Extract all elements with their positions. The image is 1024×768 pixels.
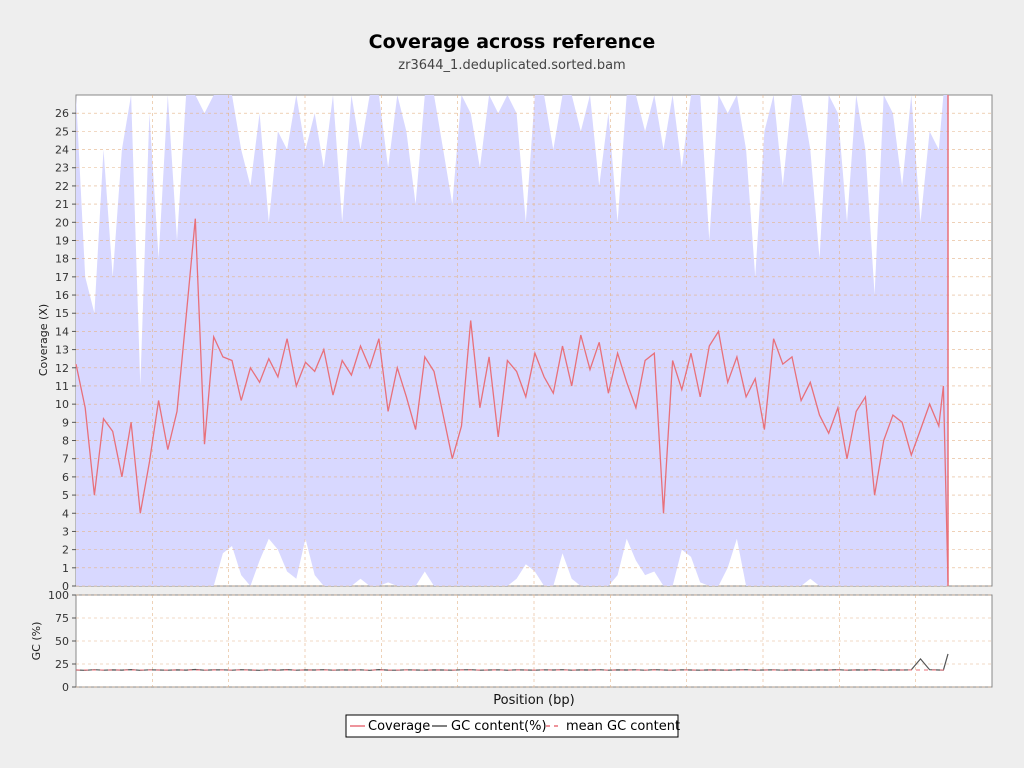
coverage-y-tick-label: 8 <box>62 435 69 448</box>
coverage-y-tick-label: 23 <box>55 162 69 175</box>
coverage-y-tick-label: 19 <box>55 234 69 247</box>
coverage-line-group <box>75 95 949 586</box>
coverage-y-tick-label: 10 <box>55 398 69 411</box>
legend-coverage-label: Coverage <box>368 719 430 734</box>
coverage-y-tick-label: 14 <box>55 325 69 338</box>
coverage-y-tick-label: 7 <box>62 453 69 466</box>
coverage-y-tick-label: 4 <box>62 507 69 520</box>
coverage-y-tick-label: 0 <box>62 580 69 593</box>
coverage-y-tick-label: 20 <box>55 216 69 229</box>
coverage-y-tick-label: 11 <box>55 380 69 393</box>
gc-y-ticks: 0 25 50 75 100 <box>48 589 76 694</box>
coverage-y-tick-label: 17 <box>55 271 69 284</box>
coverage-y-tick-label: 9 <box>62 416 69 429</box>
coverage-y-tick-label: 16 <box>55 289 69 302</box>
coverage-y-tick-label: 24 <box>55 144 69 157</box>
coverage-grid <box>76 95 992 587</box>
gc-grid <box>76 594 992 688</box>
legend: Coverage GC content(%) mean GC content <box>345 714 680 738</box>
coverage-y-tick-label: 3 <box>62 525 69 538</box>
coverage-y-tick-label: 2 <box>62 544 69 557</box>
x-axis-label: Position (bp) <box>493 693 574 708</box>
coverage-y-tick-label: 22 <box>55 180 69 193</box>
gc-y-tick-label: 50 <box>55 635 69 648</box>
gc-y-tick-label: 0 <box>62 681 69 694</box>
coverage-band-group <box>76 95 948 586</box>
chart-title: Coverage across reference <box>369 31 656 53</box>
gc-y-tick-label: 25 <box>55 658 69 671</box>
coverage-y-tick-label: 12 <box>55 362 69 375</box>
coverage-y-tick-label: 21 <box>55 198 69 211</box>
chart-subtitle: zr3644_1.deduplicated.sorted.bam <box>398 58 625 73</box>
legend-gc-label: GC content(%) <box>451 719 547 734</box>
coverage-y-tick-label: 6 <box>62 471 69 484</box>
coverage-y-tick-label: 18 <box>55 253 69 266</box>
gc-y-tick-label: 100 <box>48 589 69 602</box>
coverage-y-tick-label: 15 <box>55 307 69 320</box>
coverage-y-tick-label: 25 <box>55 125 69 138</box>
coverage-y-tick-label: 1 <box>62 562 69 575</box>
legend-box <box>345 714 679 738</box>
coverage-y-tick-label: 5 <box>62 489 69 502</box>
coverage-y-tick-label: 13 <box>55 344 69 357</box>
coverage-y-ticks: 0123456789101112131415161718192021222324… <box>55 107 76 593</box>
legend-mean-gc-label: mean GC content <box>566 719 680 734</box>
gc-y-axis-label: GC (%) <box>30 622 43 661</box>
gc-y-tick-label: 75 <box>55 612 69 625</box>
coverage-y-axis-label: Coverage (X) <box>37 304 50 376</box>
gc-line-group <box>75 653 949 671</box>
coverage-band-area <box>76 95 948 586</box>
coverage-y-tick-label: 26 <box>55 107 69 120</box>
coverage-line <box>75 218 949 583</box>
